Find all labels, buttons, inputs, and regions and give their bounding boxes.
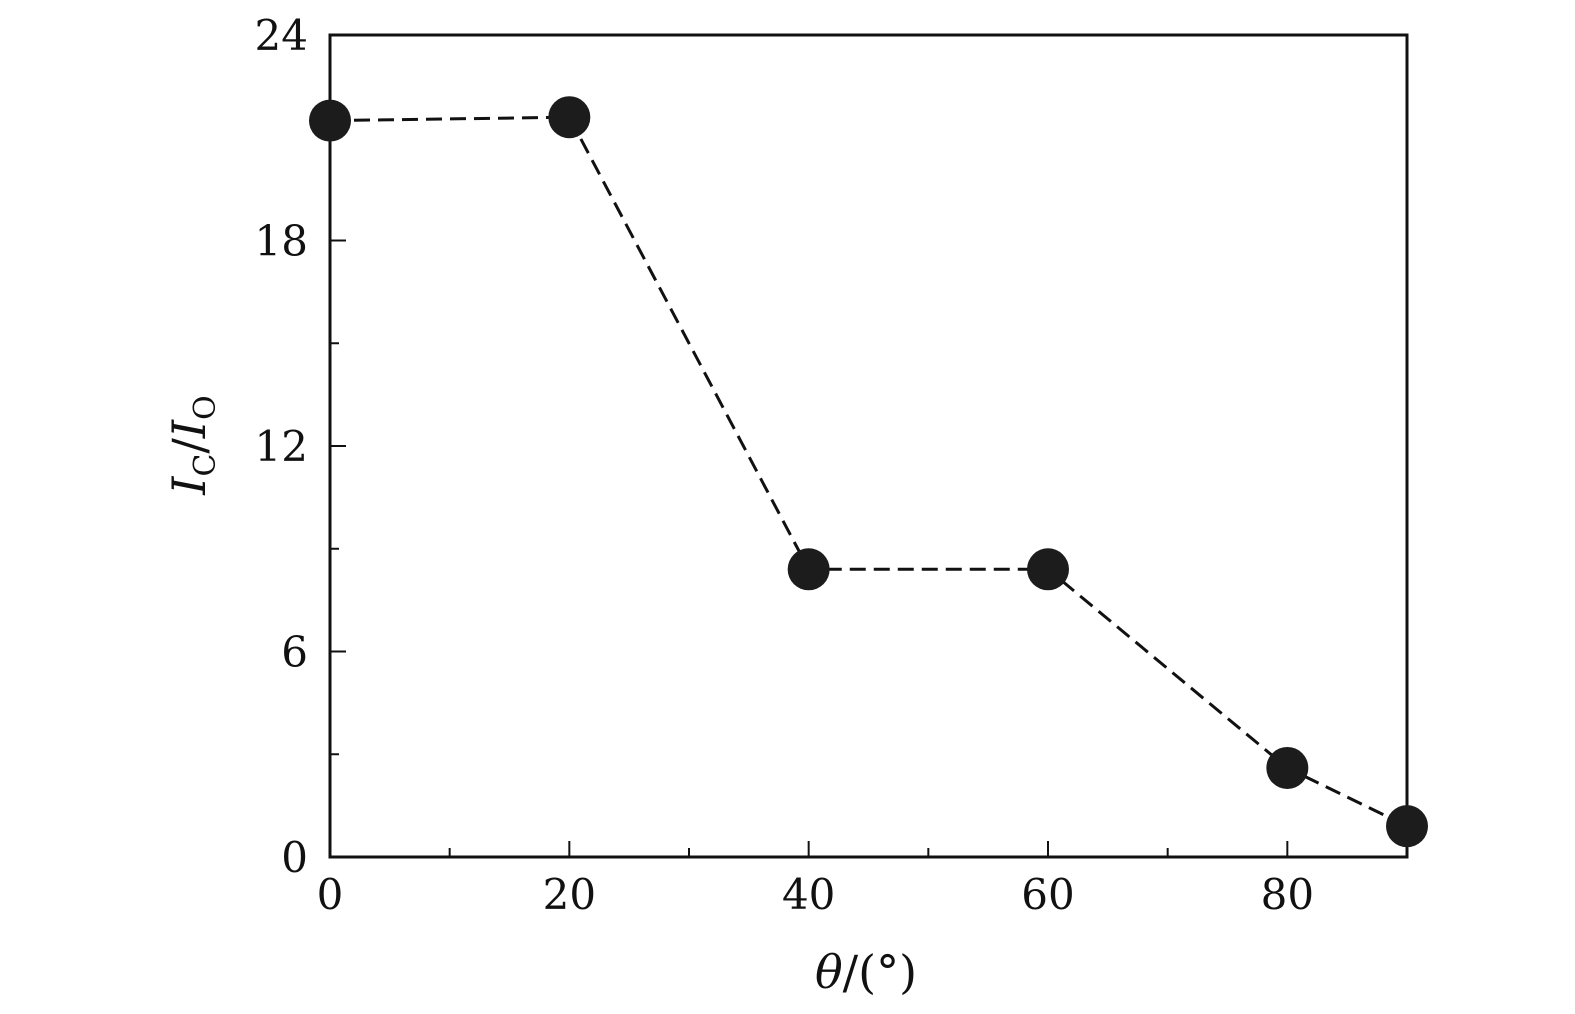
data-point [309, 99, 351, 142]
y-label-i1: I [162, 476, 216, 496]
y-tick-label: 6 [281, 628, 308, 677]
y-tick-label: 12 [255, 422, 308, 471]
x-axis-label: θ/(°) [815, 945, 917, 999]
y-label-i2: I [162, 419, 216, 439]
y-label-s2: O [188, 395, 223, 420]
y-label-s1: C [188, 454, 223, 477]
data-point [787, 548, 830, 591]
data-point [1266, 746, 1309, 789]
x-tick-label: 0 [317, 870, 344, 919]
x-tick-label: 80 [1261, 870, 1314, 919]
y-tick-label: 24 [255, 11, 308, 60]
plot-frame [328, 33, 1409, 859]
x-tick-label: 40 [782, 870, 835, 919]
y-label-slash: / [162, 438, 216, 454]
x-tick-label: 20 [543, 870, 596, 919]
series-line [329, 115, 1408, 828]
data-point [1386, 805, 1428, 848]
plot-layer: 0 20 40 60 80 0 6 12 18 24 [255, 11, 1428, 919]
y-axis-label: IC/IO [162, 395, 223, 495]
x-label-symbol: θ [815, 945, 843, 999]
data-point [1027, 548, 1069, 591]
y-tick-label: 18 [255, 217, 308, 266]
data-point [548, 96, 591, 139]
y-tick-label: 0 [281, 833, 308, 882]
x-tick-label: 60 [1021, 870, 1074, 919]
x-label-rest: /(°) [843, 945, 917, 999]
